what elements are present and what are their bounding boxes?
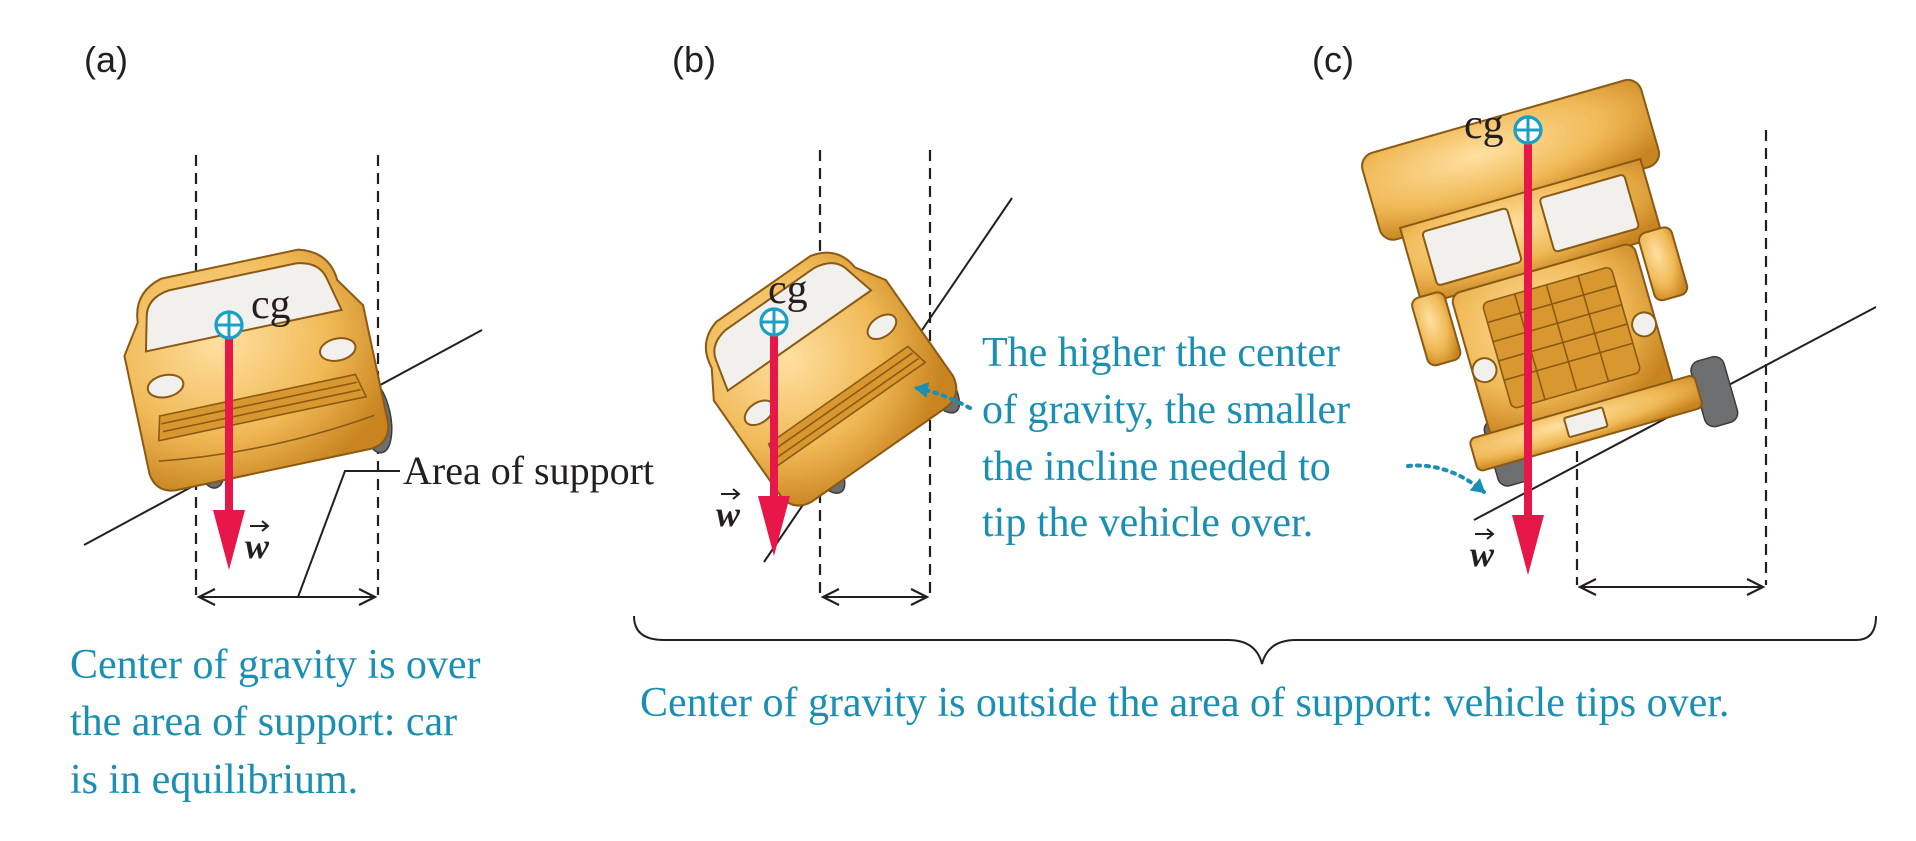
caption-a-line-2: the area of support: car: [70, 699, 457, 745]
car-a-headlight-left: [146, 373, 185, 399]
note-line-4: tip the vehicle over.: [982, 500, 1313, 546]
weight-arrow-a-head: [213, 510, 245, 570]
car-b: [704, 251, 961, 507]
panel-c-label: (c): [1312, 39, 1354, 80]
car-a-windshield: [144, 262, 344, 353]
car-b-windshield: [713, 262, 873, 393]
cg-label-a: cg: [251, 282, 291, 328]
panel-c: (c): [1312, 39, 1877, 587]
cg-label-b: cg: [768, 267, 808, 313]
caption-a-line-3: is in equilibrium.: [70, 757, 358, 803]
area-of-support-label: Area of support: [403, 448, 654, 493]
note-line-3: the incline needed to: [982, 444, 1331, 490]
note-line-2: of gravity, the smaller: [982, 387, 1350, 433]
panel-b-label: (b): [672, 39, 716, 80]
svg-text:w: w: [1470, 534, 1495, 574]
note: The higher the center of gravity, the sm…: [982, 330, 1350, 546]
weight-arrow-c-head: [1512, 515, 1544, 575]
caption-bc: Center of gravity is outside the area of…: [640, 680, 1729, 726]
weight-arrow-a-shaft: [225, 335, 233, 515]
weight-label-a: w: [245, 520, 270, 566]
panel-a: (a) cg w: [70, 39, 654, 803]
svg-text:w: w: [716, 494, 741, 534]
caption-a-line-1: Center of gravity is over: [70, 642, 481, 688]
truck-c-window-left: [1421, 207, 1523, 286]
note-pointer-c: [1406, 463, 1486, 494]
cg-marker-b: [759, 307, 789, 337]
truck-c: [1361, 78, 1739, 487]
cg-marker-c: [1513, 115, 1543, 145]
truck-c-headlight-right: [1631, 311, 1658, 338]
panel-a-label: (a): [84, 39, 128, 80]
truck-c-fender-right: [1638, 226, 1689, 302]
brace-b-c: [633, 615, 1877, 665]
panel-b: (b) cg w: [672, 39, 1013, 597]
car-a: [123, 248, 393, 492]
weight-label-c: w: [1470, 528, 1495, 574]
truck-c-plate: [1563, 406, 1609, 438]
cg-marker-a: [214, 310, 244, 340]
support-leader-line: [297, 470, 400, 598]
note-line-1: The higher the center: [982, 330, 1340, 376]
note-pointer-b: [914, 382, 972, 410]
car-b-headlight-right: [866, 313, 898, 341]
truck-c-window-right: [1539, 174, 1640, 253]
weight-label-b: w: [716, 488, 741, 534]
cg-label-c: cg: [1464, 102, 1504, 148]
svg-text:w: w: [245, 526, 270, 566]
car-a-headlight-right: [318, 337, 357, 362]
truck-c-fender-left: [1411, 291, 1462, 367]
weight-arrow-c-shaft: [1524, 140, 1532, 520]
weight-arrow-b-head: [758, 496, 790, 556]
weight-arrow-b-shaft: [770, 330, 778, 500]
truck-c-headlight-left: [1471, 357, 1498, 384]
